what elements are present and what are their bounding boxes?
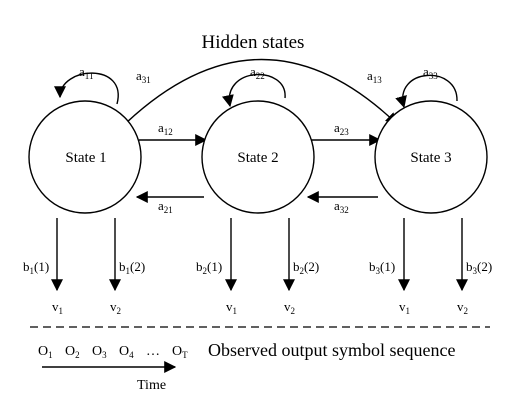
sequence-O3: O3 xyxy=(92,344,107,360)
label-a12: a12 xyxy=(158,120,173,137)
emission-label-b2-2: b2(2) xyxy=(293,259,319,276)
self-loop-2 xyxy=(222,73,286,108)
output-symbol-s2-v1: v1 xyxy=(226,299,237,316)
label-a21: a21 xyxy=(158,198,173,215)
sequence-O1: O1 xyxy=(38,344,53,360)
label-a11: a11 xyxy=(79,64,93,81)
self-loop-3 xyxy=(395,74,458,109)
emission-label-b1-2: b1(2) xyxy=(119,259,145,276)
state-2-node xyxy=(201,100,315,214)
state-1-node xyxy=(28,100,142,214)
sequence-O2: O2 xyxy=(65,344,80,360)
emission-label-b3-1: b3(1) xyxy=(369,259,395,276)
self-loop-1 xyxy=(54,72,119,105)
output-symbol-s1-v1: v1 xyxy=(52,299,63,316)
label-a22: a22 xyxy=(250,64,265,81)
transition-arc-1-3 xyxy=(113,58,398,136)
output-symbol-s1-v2: v2 xyxy=(110,299,121,316)
state-3-node xyxy=(374,100,488,214)
label-a23: a23 xyxy=(334,120,349,137)
output-symbol-s2-v2: v2 xyxy=(284,299,295,316)
output-symbol-s3-v2: v2 xyxy=(457,299,468,316)
hidden-states-title: Hidden states xyxy=(202,32,305,53)
label-a32: a32 xyxy=(334,198,349,215)
emission-label-b2-1: b2(1) xyxy=(196,259,222,276)
state-1-label: State 1 xyxy=(65,150,106,166)
sequence-caption: Observed output symbol sequence xyxy=(208,340,455,360)
sequence-O4: O4 xyxy=(119,344,134,360)
output-symbol-s3-v1: v1 xyxy=(399,299,410,316)
label-a31: a31 xyxy=(136,68,151,85)
state-3-label: State 3 xyxy=(410,150,451,166)
emission-label-b1-1: b1(1) xyxy=(23,259,49,276)
label-a33: a33 xyxy=(423,64,438,81)
state-2-label: State 2 xyxy=(237,150,278,166)
sequence-ellipsis: … xyxy=(146,344,160,359)
emission-label-b3-2: b3(2) xyxy=(466,259,492,276)
time-label: Time xyxy=(137,378,166,393)
label-a13: a13 xyxy=(367,68,382,85)
sequence-OT: OT xyxy=(172,344,188,360)
